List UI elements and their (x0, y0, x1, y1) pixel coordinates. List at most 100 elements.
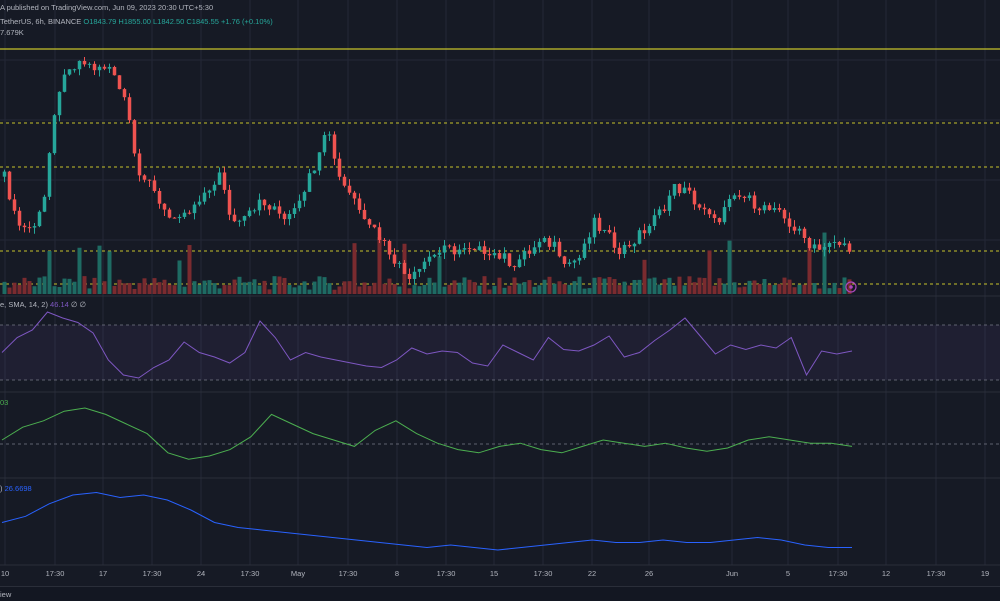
volume-bar (187, 245, 192, 294)
volume-bar (247, 281, 252, 294)
volume-bar (712, 285, 717, 294)
candle-body (307, 173, 312, 192)
volume-bar (717, 278, 722, 294)
candle-body (692, 190, 697, 205)
candle-body (682, 187, 687, 194)
volume-bar (467, 279, 472, 294)
volume-bar (202, 280, 207, 294)
candle-body (562, 256, 567, 264)
volume-bar (442, 286, 447, 294)
candle-body (367, 219, 372, 225)
rsi-line (1, 311, 853, 379)
volume-bar (417, 286, 422, 294)
volume-bar (27, 281, 32, 294)
candle-body (47, 153, 52, 197)
pane3-legend: ) 26.6698 (0, 484, 32, 493)
x-tick-label: 15 (490, 569, 498, 578)
candle-body (147, 179, 152, 181)
volume-bar (752, 280, 757, 294)
volume-bar (522, 282, 527, 294)
candle-body (602, 229, 607, 231)
candle-body (292, 208, 297, 214)
replay-marker-dot (849, 285, 853, 289)
x-tick-label: 5 (786, 569, 790, 578)
candle-body (277, 206, 282, 214)
candle-body (832, 241, 837, 243)
x-tick-label: 24 (197, 569, 205, 578)
candle-body (117, 75, 122, 90)
candle-body (187, 212, 192, 214)
volume-bar (432, 282, 437, 294)
footer-bar: iew (0, 586, 1000, 601)
volume-bar (17, 284, 22, 294)
volume-bar (167, 284, 172, 294)
volume-bar (337, 286, 342, 294)
volume-bar (372, 282, 377, 294)
volume-bar (192, 281, 197, 294)
candle-body (202, 192, 207, 202)
candle-body (357, 198, 362, 210)
candle-body (447, 245, 452, 247)
volume-bar (257, 285, 262, 294)
candle-body (157, 190, 162, 204)
volume-bar (727, 240, 732, 294)
candle-body (87, 63, 92, 65)
pane3-value: 26.6698 (4, 484, 32, 493)
volume-bar (422, 284, 427, 294)
candle-body (622, 244, 627, 255)
candle-body (677, 183, 682, 194)
candle-body (572, 260, 577, 263)
candle-body (57, 91, 62, 116)
volume-bar (397, 286, 402, 294)
volume-bar (182, 286, 187, 294)
volume-bar (297, 285, 302, 294)
rsi-extra: ∅ ∅ (70, 300, 87, 309)
candle-body (432, 254, 437, 257)
volume-bar (142, 278, 147, 294)
volume-bar (42, 276, 47, 294)
candle-body (437, 252, 442, 255)
candle-body (702, 207, 707, 210)
candle-body (192, 204, 197, 214)
volume-bar (687, 276, 692, 294)
volume-bar (737, 287, 742, 294)
symbol-line: TetherUS, 6h, BINANCE O1843.79 H1855.00 … (0, 17, 273, 26)
volume-bar (622, 281, 627, 294)
volume-bar (732, 282, 737, 294)
volume-bar (507, 285, 512, 294)
candle-body (547, 237, 552, 247)
candle-body (772, 208, 777, 210)
volume-bar (617, 285, 622, 294)
candle-body (142, 175, 147, 180)
candle-body (217, 172, 222, 185)
candle-body (32, 226, 37, 228)
candle-body (637, 230, 642, 244)
volume-bar (252, 279, 257, 294)
replay-marker-icon[interactable] (845, 281, 857, 293)
candle-body (517, 259, 522, 268)
volume-bar (707, 250, 712, 294)
candle-body (627, 244, 632, 247)
volume-bar (677, 276, 682, 294)
volume-bar (742, 286, 747, 294)
candle-body (552, 241, 557, 247)
candle-body (787, 218, 792, 227)
volume-bar (457, 282, 462, 294)
volume-bar (472, 282, 477, 294)
volume-bar (262, 280, 267, 294)
candle-body (812, 244, 817, 249)
volume-bar (282, 277, 287, 294)
candle-body (752, 195, 757, 209)
volume-bar (532, 286, 537, 294)
candle-body (182, 212, 187, 217)
candle-body (592, 217, 597, 238)
candle-body (797, 228, 802, 231)
volume-bar (557, 281, 562, 294)
rsi-band (0, 325, 1000, 380)
candle-body (287, 213, 292, 220)
volume-bar (342, 281, 347, 294)
candle-body (212, 184, 217, 191)
candle-body (302, 191, 307, 201)
volume-bar (322, 277, 327, 294)
